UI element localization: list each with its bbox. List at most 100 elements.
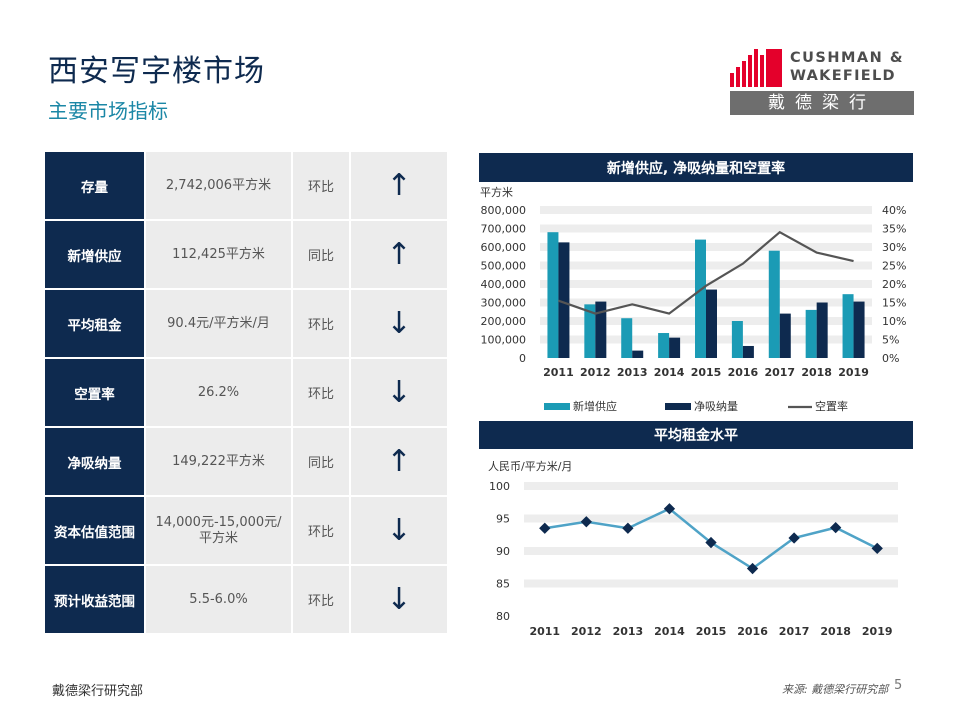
kpi-trend-icon: ↓ (351, 566, 447, 633)
legend-swatch-net-absorption (665, 403, 691, 410)
y2-tick-label: 5% (882, 334, 899, 347)
y-axis-label: 平方米 (480, 185, 513, 199)
rent-point (539, 522, 551, 534)
kpi-trend-icon: ↑ (351, 428, 447, 495)
kpi-row: 资本估值范围 14,000元-15,000元/平方米 环比 ↓ (45, 497, 447, 564)
y2-tick-label: 10% (882, 315, 906, 328)
bar-net-absorption (853, 301, 865, 358)
bar-new-supply (731, 321, 743, 358)
grid-band (524, 514, 898, 523)
bar-net-absorption (706, 289, 717, 358)
kpi-compare: 环比 (293, 566, 349, 633)
kpi-compare: 同比 (293, 428, 349, 495)
y-tick-label: 400,000 (481, 278, 527, 291)
x-tick-label: 2016 (728, 366, 759, 379)
grid-band (524, 547, 898, 555)
chart1-header: 新增供应, 净吸纳量和空置率 (479, 153, 913, 182)
kpi-row: 预计收益范围 5.5-6.0% 环比 ↓ (45, 566, 447, 633)
y2-tick-label: 30% (882, 241, 906, 254)
grid-band (540, 224, 872, 233)
kpi-row: 存量 2,742,006平方米 环比 ↑ (45, 152, 447, 219)
bar-net-absorption (779, 313, 791, 358)
page-title: 西安写字楼市场 (48, 54, 265, 89)
bar-net-absorption (816, 302, 828, 358)
y2-tick-label: 25% (882, 260, 906, 273)
kpi-value: 5.5-6.0% (146, 566, 291, 633)
kpi-value: 2,742,006平方米 (146, 152, 291, 219)
x-tick-label: 2012 (571, 625, 602, 638)
legend-label-net-absorption: 净吸纳量 (694, 399, 738, 413)
y-tick-label: 200,000 (481, 315, 527, 328)
x-tick-label: 2019 (838, 366, 869, 379)
y-tick-label: 300,000 (481, 297, 527, 310)
bar-new-supply (658, 333, 670, 358)
x-tick-label: 2019 (862, 625, 893, 638)
x-tick-label: 2011 (543, 366, 574, 379)
kpi-label: 净吸纳量 (45, 428, 144, 495)
kpi-trend-icon: ↓ (351, 290, 447, 357)
cushman-wakefield-logo: CUSHMAN & WAKEFIELD 戴德梁行 (730, 47, 914, 117)
logo-bars-icon (730, 49, 782, 87)
kpi-value: 112,425平方米 (146, 221, 291, 288)
kpi-trend-icon: ↓ (351, 359, 447, 426)
page-subtitle: 主要市场指标 (48, 99, 168, 123)
y-tick-label: 100 (489, 480, 510, 493)
bar-net-absorption (595, 301, 607, 358)
y-tick-label: 80 (496, 610, 510, 623)
bar-net-absorption (669, 337, 681, 358)
kpi-label: 新增供应 (45, 221, 144, 288)
legend-label-new-supply: 新增供应 (573, 399, 617, 413)
kpi-row: 新增供应 112,425平方米 同比 ↑ (45, 221, 447, 288)
logo-line1: CUSHMAN & (790, 50, 904, 66)
y2-tick-label: 0% (882, 352, 899, 365)
kpi-trend-icon: ↓ (351, 497, 447, 564)
y2-tick-label: 15% (882, 297, 906, 310)
legend-swatch-new-supply (544, 403, 570, 410)
bar-new-supply (805, 309, 817, 358)
x-tick-label: 2012 (580, 366, 611, 379)
y2-tick-label: 35% (882, 223, 906, 236)
kpi-compare: 环比 (293, 359, 349, 426)
rent-point (622, 522, 634, 534)
grid-band (524, 482, 898, 490)
logo-cn: 戴德梁行 (730, 91, 914, 115)
y-tick-label: 90 (496, 545, 510, 558)
bar-net-absorption (742, 345, 754, 358)
y-tick-label: 85 (496, 578, 510, 591)
bar-new-supply (584, 304, 596, 358)
kpi-label: 资本估值范围 (45, 497, 144, 564)
kpi-row: 空置率 26.2% 环比 ↓ (45, 359, 447, 426)
kpi-value: 14,000元-15,000元/平方米 (146, 497, 291, 564)
kpi-compare: 环比 (293, 497, 349, 564)
y-tick-label: 0 (519, 352, 526, 365)
kpi-value: 26.2% (146, 359, 291, 426)
x-tick-label: 2017 (764, 366, 795, 379)
y2-tick-label: 20% (882, 278, 906, 291)
kpi-value: 90.4元/平方米/月 (146, 290, 291, 357)
x-tick-label: 2013 (617, 366, 648, 379)
x-tick-label: 2018 (820, 625, 851, 638)
chart2-header: 平均租金水平 (479, 421, 913, 449)
y-tick-label: 500,000 (481, 260, 527, 273)
bar-new-supply (547, 232, 559, 358)
kpi-label: 预计收益范围 (45, 566, 144, 633)
supply-absorption-vacancy-chart: 平方米 800,000 700,000 600,000 500,000 400,000 30… (480, 185, 906, 413)
x-tick-label: 2011 (529, 625, 560, 638)
kpi-value: 149,222平方米 (146, 428, 291, 495)
kpi-label: 平均租金 (45, 290, 144, 357)
y-tick-label: 800,000 (481, 204, 527, 217)
logo-line2: WAKEFIELD (790, 68, 896, 84)
x-tick-label: 2014 (654, 366, 685, 379)
y-tick-label: 700,000 (481, 223, 527, 236)
kpi-trend-icon: ↑ (351, 152, 447, 219)
bar-net-absorption (632, 350, 644, 358)
y2-tick-label: 40% (882, 204, 906, 217)
page-number: 5 (894, 678, 903, 693)
vacancy-rate-line (558, 230, 854, 315)
x-tick-label: 2014 (654, 625, 685, 638)
legend-label-vacancy: 空置率 (815, 399, 848, 413)
grid-band (540, 206, 872, 214)
rent-point (788, 532, 800, 544)
kpi-trend-icon: ↑ (351, 221, 447, 288)
x-tick-label: 2015 (691, 366, 722, 379)
